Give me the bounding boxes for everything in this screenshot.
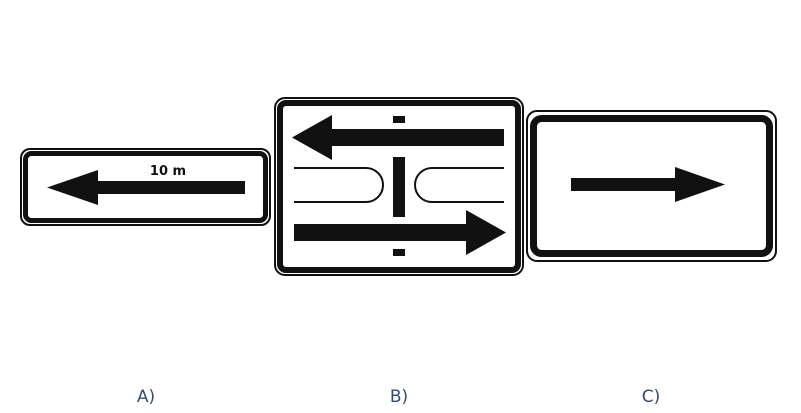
sign-c-right-arrow [526,110,777,262]
option-label-a: A) [136,387,156,407]
left-lane-lines [294,167,384,203]
right-arrow-icon [294,210,506,255]
sign-a-left-arrow-distance: 10 m [20,148,271,226]
right-arrow-icon [571,167,725,202]
option-label-b: B) [389,387,409,407]
sign-b-two-direction-lanes [274,97,524,276]
median-top-marker [393,116,405,123]
left-arrow-icon [292,115,504,160]
left-arrow-icon [47,170,245,205]
sign-a-distance-text: 10 m [150,164,186,179]
median-center-bar [393,157,405,217]
right-lane-lines [414,167,504,203]
option-label-c: C) [641,387,661,407]
median-bottom-marker [393,249,405,256]
